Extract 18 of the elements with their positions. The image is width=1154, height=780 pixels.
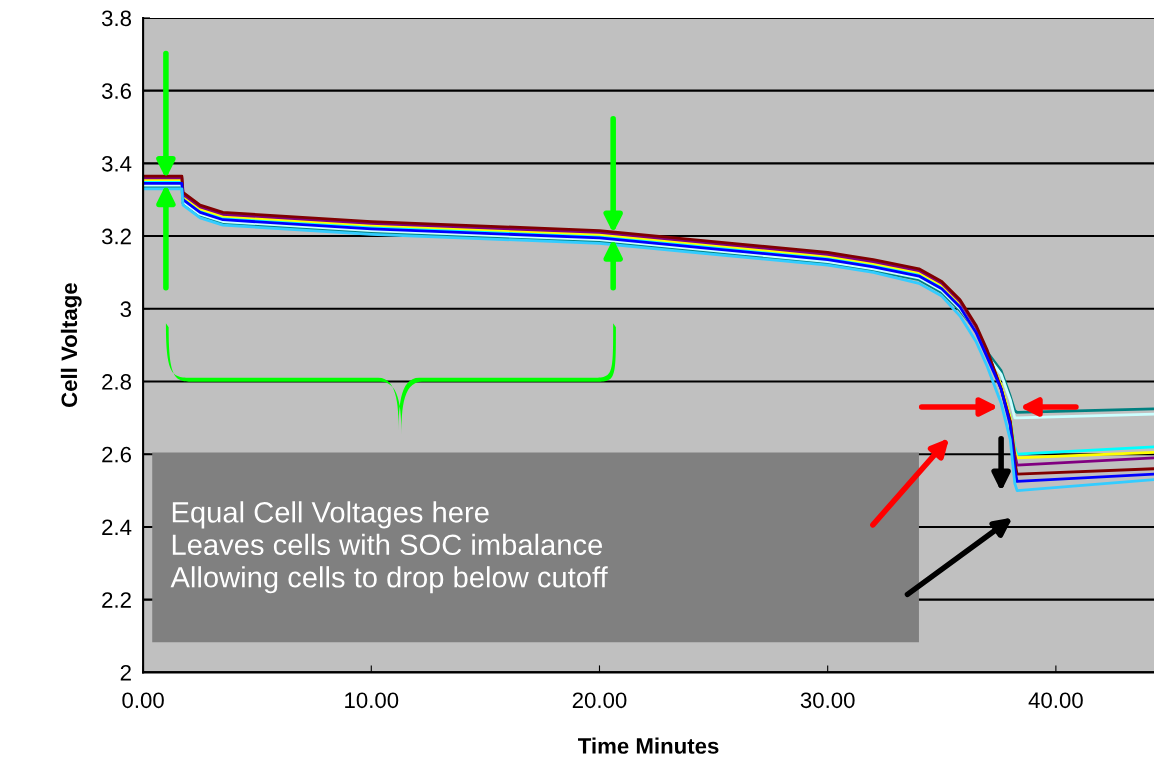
x-tick-label: 30.00 <box>800 692 855 709</box>
y-axis-title: Cell Voltage <box>60 283 82 408</box>
annotation: Equal Cell Voltages here Leaves cells with SOC imbalance Allowing cells to drop below cutoff <box>170 501 608 594</box>
x-tick-label: 20.00 <box>572 692 627 709</box>
y-tick-label: 3.4 <box>101 155 132 172</box>
y-tick-label: 2 <box>120 664 131 681</box>
y-tick-label: 2.2 <box>102 592 131 608</box>
y-tick-label: 2.8 <box>102 374 132 390</box>
y-tick-label: 3.6 <box>101 83 132 99</box>
y-tick-label: 2.4 <box>102 519 132 535</box>
y-tick-label: 3.8 <box>101 10 132 27</box>
y-tick-label: 2.6 <box>102 446 132 463</box>
x-tick-label: 40.00 <box>1028 692 1083 709</box>
y-tick-label: 3 <box>120 301 132 318</box>
y-tick-label: 3.2 <box>101 228 131 245</box>
x-axis-title: Time Minutes <box>578 737 719 754</box>
x-tick-label: 0.00 <box>122 692 164 709</box>
x-tick-label: 10.00 <box>345 692 399 709</box>
